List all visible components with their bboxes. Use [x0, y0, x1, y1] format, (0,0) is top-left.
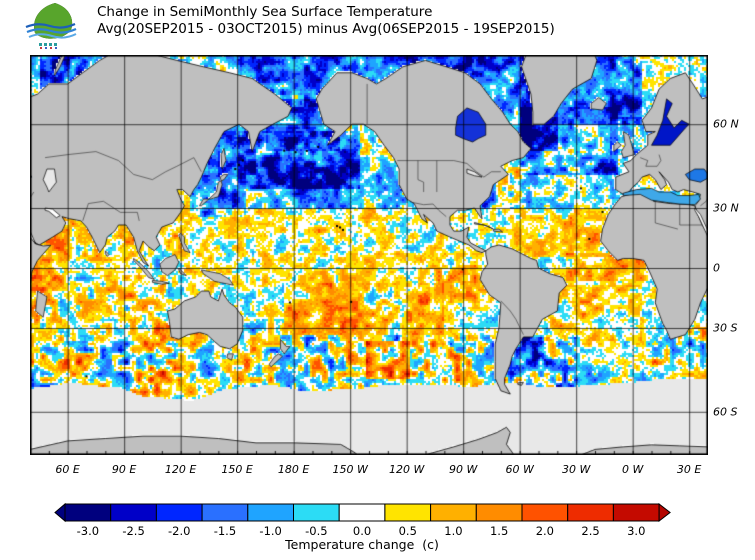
- colorbar-tick-label: 1.0: [444, 524, 463, 538]
- colorbar-segment: [567, 503, 614, 522]
- lon-tick-label: 150 W: [332, 463, 368, 476]
- lon-tick-label: 120 W: [388, 463, 425, 476]
- lon-tick-label: 0 W: [621, 463, 644, 476]
- lat-tick-label: 30 S: [713, 321, 738, 335]
- lon-tick-label: 30 W: [561, 463, 591, 476]
- colorbar-segment: [384, 503, 432, 522]
- colorbar-segment: [247, 503, 295, 522]
- lat-tick-label: 30 N: [713, 201, 739, 215]
- lon-tick-label: 60 E: [55, 463, 80, 476]
- lat-tick-label: 0: [713, 261, 720, 275]
- colorbar-tick-label: -3.0: [76, 524, 100, 538]
- colorbar-segment: [201, 503, 249, 522]
- colorbar-tick-label: -1.5: [213, 524, 237, 538]
- lat-tick-label: 60 S: [713, 405, 738, 419]
- colorbar-segment: [521, 503, 569, 522]
- lon-tick-label: 60 W: [505, 463, 534, 476]
- colorbar-caption: Temperature change (c): [285, 537, 439, 552]
- lon-tick-label: 120 E: [164, 463, 197, 476]
- colorbar-segment: [338, 503, 386, 522]
- colorbar-tick-label: 2.5: [581, 524, 600, 538]
- lon-tick-label: 90 E: [111, 463, 137, 476]
- colorbar-segment: [110, 503, 157, 522]
- page-subtitle: Avg(20SEP2015 - 03OCT2015) minus Avg(06S…: [97, 21, 555, 37]
- colorbar-tick-label: -1.0: [259, 524, 282, 538]
- colorbar-segment: [293, 503, 340, 522]
- colorbar-tick-label: 3.0: [627, 524, 646, 538]
- lon-tick-label: 90 W: [448, 463, 478, 476]
- colorbar-tick-label: 0.0: [352, 524, 372, 538]
- colorbar-tick-label: -2.5: [122, 524, 145, 538]
- logo-micro-text: [39, 43, 57, 49]
- colorbar-tick-label: -2.0: [168, 524, 191, 538]
- lon-tick-label: 150 E: [221, 463, 253, 476]
- lon-tick-label: 180 E: [277, 463, 310, 476]
- colorbar-tick-label: -0.5: [305, 524, 328, 538]
- colorbar-tick-label: 1.5: [489, 524, 509, 538]
- lon-tick-label: 30 E: [676, 463, 702, 476]
- colorbar-tick-label: 2.0: [535, 524, 554, 538]
- title-block: Change in SemiMonthly Sea Surface Temper…: [97, 4, 555, 38]
- colorbar-segment: [612, 503, 660, 522]
- temperature-colorbar: [54, 502, 671, 523]
- lat-tick-label: 60 N: [713, 117, 739, 131]
- colorbar-segment: [64, 503, 112, 522]
- world-sst-anomaly-map: [30, 55, 708, 455]
- colorbar-segment: [155, 503, 203, 522]
- colorbar-segment: [475, 503, 523, 522]
- colorbar-segment: [430, 503, 477, 522]
- agency-logo: [25, 3, 77, 49]
- page-title: Change in SemiMonthly Sea Surface Temper…: [97, 4, 433, 20]
- colorbar-tick-label: 0.5: [398, 524, 417, 538]
